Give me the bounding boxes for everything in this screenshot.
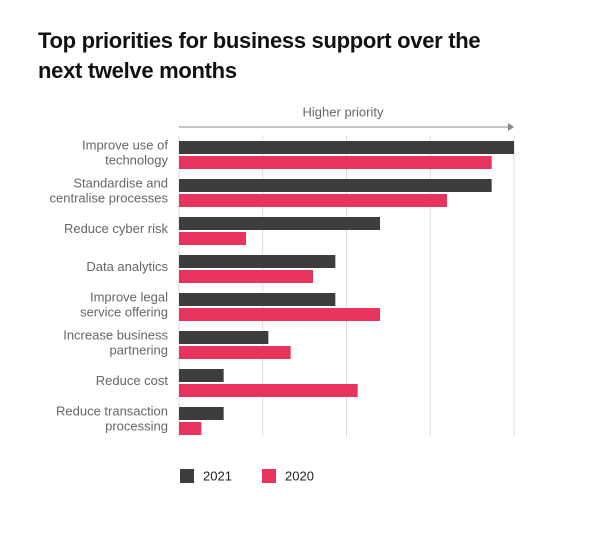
category-label-line: processing — [105, 419, 168, 434]
bar — [179, 369, 224, 382]
bar — [179, 346, 291, 359]
bar — [179, 293, 336, 306]
category-label: Increase business partnering — [63, 328, 168, 358]
category-label-line: Improve use of — [82, 138, 168, 153]
category-label: Improve legal service offering — [80, 290, 168, 320]
legend-swatch — [262, 469, 276, 483]
category-label: Reduce cyber risk — [64, 221, 169, 236]
category-label-line: centralise processes — [50, 191, 169, 206]
category-label-line: service offering — [80, 305, 168, 320]
bar — [179, 331, 269, 344]
category-label-line: technology — [105, 153, 168, 168]
category-label-line: Reduce cost — [96, 373, 169, 388]
category-label-line: Data analytics — [86, 259, 168, 274]
bar — [179, 232, 246, 245]
category-label: Data analytics — [86, 259, 168, 274]
bar — [179, 194, 447, 207]
arrow-head — [508, 123, 514, 131]
category-label: Improve use of technology — [82, 138, 168, 168]
category-label: Reduce cost — [96, 373, 169, 388]
category-label-line: Improve legal — [90, 290, 168, 305]
category-label-line: Reduce transaction — [56, 404, 168, 419]
bar — [179, 141, 514, 154]
category-label-line: Reduce cyber risk — [64, 221, 169, 236]
category-label: Reduce transaction processing — [56, 404, 168, 434]
bar — [179, 217, 380, 230]
category-label-line: Increase business — [63, 328, 168, 343]
category-label-line: partnering — [109, 343, 168, 358]
bar — [179, 308, 380, 321]
annotation: Higher priority — [303, 104, 384, 119]
bar — [179, 156, 492, 169]
bar — [179, 384, 358, 397]
category-label-line: Standardise and — [73, 176, 168, 191]
category-label: Standardise and centralise processes — [50, 176, 169, 206]
legend-label: 2021 — [203, 468, 232, 483]
legend-label: 2020 — [285, 468, 314, 483]
chart-title: Top priorities for business support over… — [38, 28, 481, 83]
bar — [179, 270, 313, 283]
legend-swatch — [180, 469, 194, 483]
bar — [179, 422, 202, 435]
bar — [179, 255, 336, 268]
bar — [179, 407, 224, 420]
bar — [179, 179, 492, 192]
